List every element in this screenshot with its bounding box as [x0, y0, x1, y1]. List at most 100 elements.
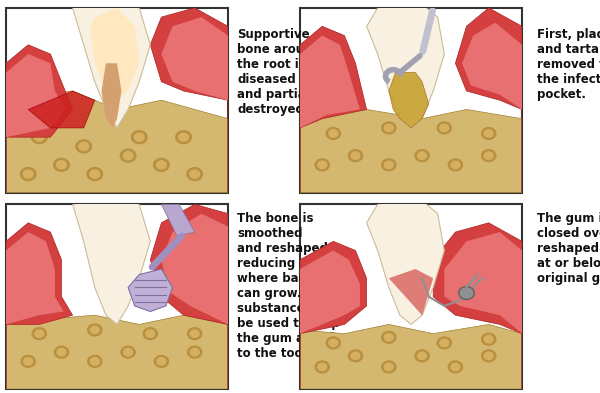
Circle shape	[123, 152, 133, 160]
Bar	[6, 204, 228, 389]
Polygon shape	[300, 251, 360, 389]
Text: The gum is then
closed over
reshaped bone
at or below the
original gumline.: The gum is then closed over reshaped bon…	[537, 212, 600, 285]
Circle shape	[124, 349, 133, 356]
Bar	[300, 8, 522, 193]
Circle shape	[79, 142, 89, 151]
Circle shape	[448, 361, 463, 373]
Circle shape	[32, 328, 46, 340]
Circle shape	[20, 168, 36, 180]
Polygon shape	[91, 8, 139, 100]
Circle shape	[56, 161, 67, 169]
Text: The bone is
smoothed
and reshaped,
reducing spaces
where bacteria
can grow. A
su: The bone is smoothed and reshaped, reduc…	[237, 212, 345, 360]
Circle shape	[55, 346, 68, 358]
Polygon shape	[433, 223, 522, 389]
Circle shape	[91, 358, 99, 365]
Circle shape	[326, 337, 340, 349]
Circle shape	[437, 122, 451, 134]
Circle shape	[32, 131, 47, 143]
Circle shape	[154, 355, 169, 367]
Circle shape	[349, 350, 362, 362]
Polygon shape	[300, 241, 367, 389]
Bar	[300, 204, 522, 389]
Polygon shape	[28, 91, 95, 128]
Circle shape	[190, 330, 199, 337]
Circle shape	[34, 133, 44, 141]
Circle shape	[418, 152, 427, 159]
Circle shape	[418, 352, 427, 360]
Polygon shape	[389, 72, 429, 128]
Circle shape	[484, 336, 493, 343]
Polygon shape	[73, 195, 151, 325]
Polygon shape	[367, 0, 444, 128]
Circle shape	[326, 128, 340, 140]
Polygon shape	[161, 213, 228, 389]
Circle shape	[76, 140, 91, 153]
Circle shape	[179, 133, 188, 141]
Circle shape	[484, 152, 493, 159]
Polygon shape	[300, 26, 367, 193]
Circle shape	[451, 363, 460, 371]
Polygon shape	[161, 17, 228, 193]
Circle shape	[88, 324, 102, 336]
Polygon shape	[6, 223, 73, 389]
Circle shape	[484, 352, 493, 360]
Circle shape	[121, 346, 135, 358]
Circle shape	[187, 168, 202, 180]
Polygon shape	[462, 23, 522, 193]
Circle shape	[382, 361, 396, 373]
Polygon shape	[73, 0, 151, 128]
Circle shape	[134, 133, 144, 141]
Circle shape	[440, 124, 449, 132]
Circle shape	[54, 158, 69, 171]
Polygon shape	[6, 315, 228, 389]
Circle shape	[35, 330, 44, 337]
Circle shape	[382, 159, 396, 171]
Polygon shape	[151, 8, 228, 193]
Polygon shape	[300, 325, 522, 389]
Circle shape	[188, 328, 202, 340]
Circle shape	[385, 161, 393, 169]
Polygon shape	[444, 232, 522, 389]
Polygon shape	[6, 54, 66, 193]
Circle shape	[482, 333, 496, 345]
Circle shape	[451, 161, 460, 169]
Text: First, plaque
and tartar are
removed from
the infected
pocket.: First, plaque and tartar are removed fro…	[537, 28, 600, 101]
Polygon shape	[300, 36, 360, 193]
FancyArrowPatch shape	[152, 236, 182, 267]
Circle shape	[351, 152, 360, 159]
Circle shape	[87, 168, 103, 180]
Polygon shape	[367, 195, 444, 325]
Circle shape	[24, 358, 32, 365]
Circle shape	[385, 124, 393, 132]
Polygon shape	[6, 45, 73, 193]
Circle shape	[318, 363, 326, 371]
Circle shape	[88, 355, 102, 367]
Circle shape	[154, 158, 169, 171]
Circle shape	[440, 339, 449, 347]
Circle shape	[90, 170, 100, 178]
Circle shape	[385, 363, 393, 371]
Circle shape	[329, 130, 338, 137]
FancyArrowPatch shape	[402, 56, 420, 71]
Circle shape	[415, 350, 429, 362]
Circle shape	[190, 170, 200, 178]
Polygon shape	[128, 269, 173, 312]
Polygon shape	[6, 91, 228, 193]
Circle shape	[351, 352, 360, 360]
Circle shape	[146, 330, 155, 337]
Circle shape	[349, 150, 362, 162]
Polygon shape	[101, 63, 121, 128]
Circle shape	[318, 161, 326, 169]
Circle shape	[482, 350, 496, 362]
Polygon shape	[389, 269, 433, 315]
Circle shape	[157, 358, 166, 365]
Circle shape	[91, 326, 99, 334]
Circle shape	[382, 331, 396, 343]
Circle shape	[329, 339, 338, 347]
Circle shape	[484, 130, 493, 137]
Polygon shape	[161, 204, 195, 236]
Circle shape	[157, 161, 166, 169]
Circle shape	[482, 128, 496, 140]
Circle shape	[385, 334, 393, 341]
Circle shape	[23, 170, 33, 178]
